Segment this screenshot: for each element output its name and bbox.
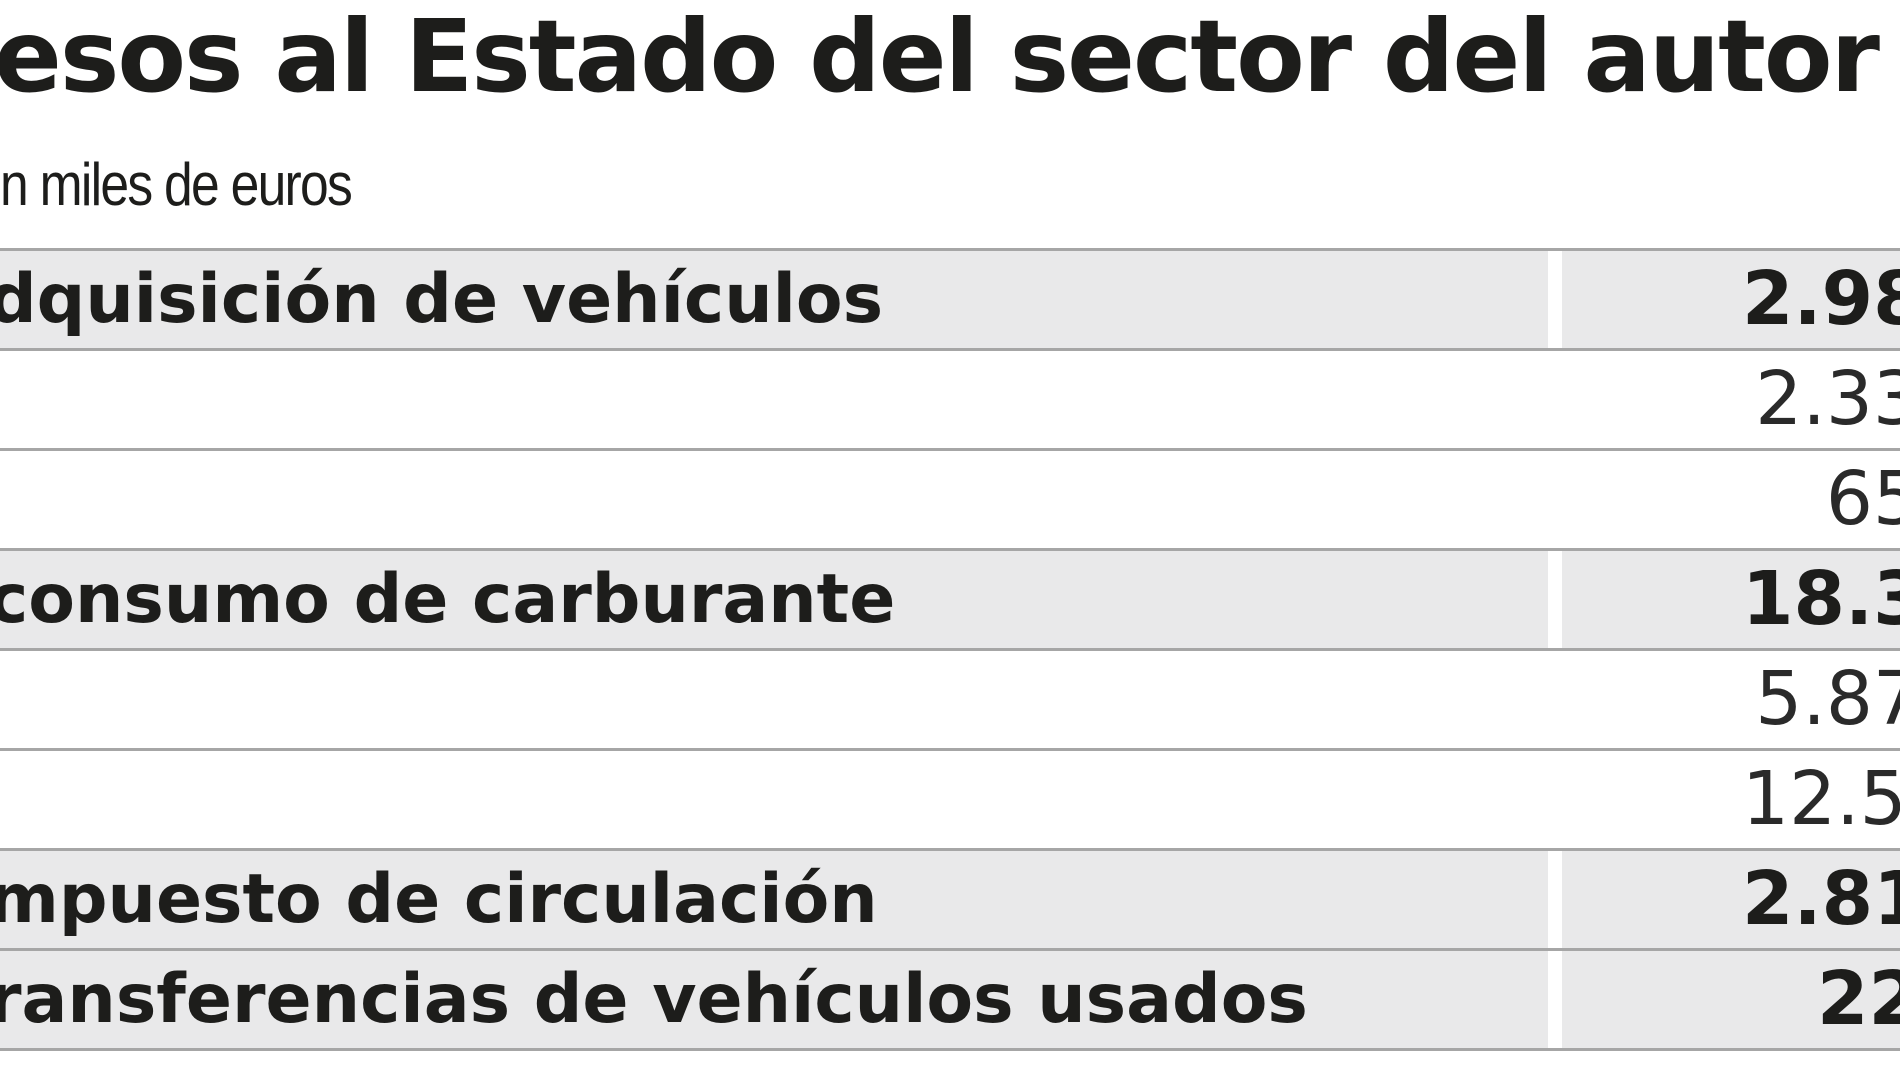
label-cell: mpuesto de circulación: [0, 851, 1548, 948]
row-value: 5.87: [1755, 656, 1900, 742]
table-row: 2.33: [0, 351, 1900, 451]
value-cell: 5.87: [1562, 651, 1900, 748]
row-value: 2.989: [1742, 256, 1900, 342]
row-value: 2.812: [1742, 856, 1900, 942]
row-value: 2.33: [1755, 356, 1900, 442]
table-row: consumo de carburante 18.38: [0, 551, 1900, 651]
value-cell: 65: [1562, 451, 1900, 548]
label-cell: [0, 451, 1548, 548]
row-label: mpuesto de circulación: [0, 860, 878, 939]
label-cell: [0, 351, 1548, 448]
table-title: esos al Estado del sector del autor: [0, 0, 1880, 115]
value-cell: 18.38: [1562, 551, 1900, 648]
label-cell: ransferencias de vehículos usados: [0, 951, 1548, 1048]
value-cell: 2.33: [1562, 351, 1900, 448]
table-subtitle: n miles de euros: [0, 151, 353, 218]
row-label: dquisición de vehículos: [0, 260, 884, 339]
table-row: ransferencias de vehículos usados 22: [0, 951, 1900, 1051]
row-value: 65: [1825, 456, 1900, 542]
value-cell: 2.989: [1562, 251, 1900, 348]
table-row: 65: [0, 451, 1900, 551]
value-cell: 12.51: [1562, 751, 1900, 848]
label-cell: dquisición de vehículos: [0, 251, 1548, 348]
row-label: ransferencias de vehículos usados: [0, 960, 1308, 1039]
label-cell: consumo de carburante: [0, 551, 1548, 648]
row-label: consumo de carburante: [0, 560, 896, 639]
row-value: 22: [1817, 956, 1900, 1042]
label-cell: [0, 751, 1548, 848]
data-table: dquisición de vehículos 2.989 2.33 65 consum…: [0, 248, 1900, 1051]
value-cell: 22: [1562, 951, 1900, 1048]
row-value: 12.51: [1742, 756, 1900, 842]
row-value: 18.38: [1742, 556, 1900, 642]
table-row: mpuesto de circulación 2.812: [0, 851, 1900, 951]
table-row: 5.87: [0, 651, 1900, 751]
table-row: 12.51: [0, 751, 1900, 851]
label-cell: [0, 651, 1548, 748]
table-row: dquisición de vehículos 2.989: [0, 248, 1900, 351]
value-cell: 2.812: [1562, 851, 1900, 948]
